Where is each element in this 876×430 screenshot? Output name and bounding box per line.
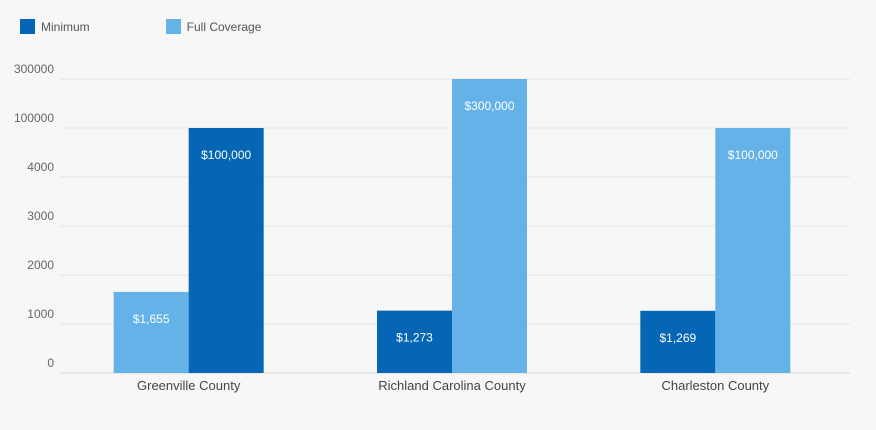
bar-minimum[interactable] <box>640 310 716 373</box>
data-label-minimum: $1,273 <box>396 331 433 345</box>
data-label-minimum: $1,269 <box>659 331 696 345</box>
data-label-full-coverage: $300,000 <box>464 99 514 113</box>
y-tick-label: 0 <box>47 356 54 370</box>
x-axis-labels: Greenville County Richland Carolina Count… <box>137 378 770 393</box>
bars <box>113 79 791 373</box>
bar-full-coverage[interactable] <box>113 291 189 373</box>
x-tick-label: Richland Carolina County <box>378 378 526 393</box>
y-tick-label: 3000 <box>27 209 54 223</box>
data-labels: $1,655 $100,000 $1,273 $300,000 $1,269 $100,0… <box>133 99 778 345</box>
legend-swatch-full-coverage <box>165 19 181 34</box>
legend-label-full-coverage: Full Coverage <box>186 19 262 34</box>
y-tick-label: 4000 <box>27 160 54 174</box>
legend: Minimum Full Coverage <box>20 19 337 34</box>
legend-label-minimum: Minimum <box>41 19 90 34</box>
y-axis-ticks: 0 1000 2000 3000 4000 100000 300000 <box>14 62 54 370</box>
bar-minimum[interactable] <box>188 128 264 373</box>
legend-swatch-minimum <box>20 19 35 34</box>
bar-minimum[interactable] <box>377 310 452 373</box>
y-tick-label: 300000 <box>14 62 54 76</box>
x-tick-label: Charleston County <box>661 378 769 393</box>
y-tick-label: 2000 <box>27 258 54 272</box>
y-tick-label: 100000 <box>14 111 54 125</box>
bar-full-coverage[interactable] <box>715 128 791 373</box>
data-label-full-coverage: $1,655 <box>133 312 170 326</box>
legend-item-minimum[interactable]: Minimum <box>20 19 90 34</box>
y-tick-label: 1000 <box>27 307 54 321</box>
x-tick-label: Greenville County <box>137 378 241 393</box>
bar-full-coverage[interactable] <box>452 79 527 373</box>
data-label-full-coverage: $100,000 <box>728 148 778 162</box>
legend-item-full-coverage[interactable]: Full Coverage <box>165 19 262 34</box>
data-label-minimum: $100,000 <box>201 148 251 162</box>
